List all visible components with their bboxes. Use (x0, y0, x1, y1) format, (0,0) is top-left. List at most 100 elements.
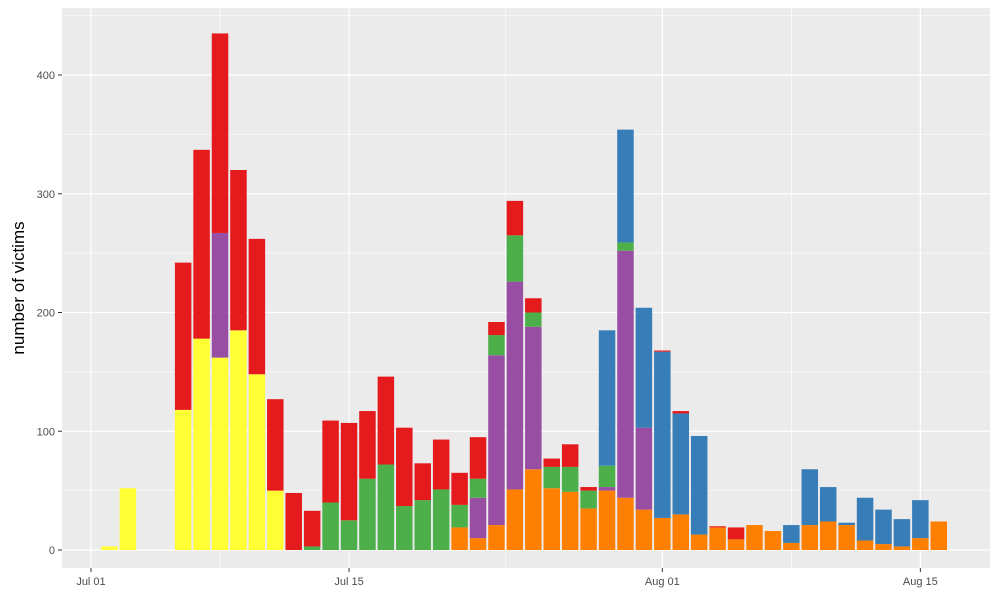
bar-segment-green (322, 502, 339, 550)
bar-segment-red (469, 437, 487, 479)
bar-segment-purple (617, 250, 634, 498)
bar-segment-blue (598, 330, 616, 466)
bar-segment-red (580, 487, 597, 491)
y-tick-label: 400 (37, 70, 55, 82)
bar-segment-purple (469, 497, 487, 539)
bar-segment-red (488, 322, 505, 336)
bar-segment-yellow (119, 488, 137, 550)
bar-segment-orange (856, 540, 874, 550)
bar-segment-orange (746, 525, 763, 550)
bar-segment-green (561, 466, 579, 492)
bar-segment-orange (912, 538, 929, 550)
bar-segment-red (230, 170, 247, 331)
bar-segment-red (193, 149, 210, 339)
x-tick-label: Jul 15 (334, 576, 363, 588)
bar-segment-red (211, 33, 229, 233)
bar-segment-orange (451, 527, 468, 550)
bar-segment-red (451, 472, 468, 505)
y-tick-label: 300 (37, 189, 55, 201)
bar-segment-green (396, 506, 413, 550)
bar-segment-purple (635, 427, 653, 510)
bar-segment-red (432, 439, 450, 490)
bar-segment-purple (211, 232, 229, 358)
bar-segment-green (543, 466, 560, 489)
bar-segment-orange (598, 490, 616, 550)
y-tick-label: 100 (37, 426, 55, 438)
y-axis-label: number of victims (9, 221, 28, 354)
bar-segment-green (506, 235, 524, 282)
bar-segment-orange (930, 521, 948, 550)
y-tick-label: 0 (49, 545, 55, 557)
bar-segment-blue (617, 129, 634, 243)
x-tick-label: Aug 01 (645, 576, 680, 588)
bar-segment-green (617, 242, 634, 251)
bar-segment-red (359, 411, 376, 479)
bar-segment-green (469, 478, 487, 498)
bar-segment-orange (875, 544, 892, 550)
bar-segment-green (432, 489, 450, 550)
bar-segment-blue (801, 469, 819, 526)
bar-segment-orange (672, 514, 690, 550)
bar-segment-red (377, 376, 395, 465)
bar-segment-yellow (193, 338, 210, 550)
bar-segment-yellow (230, 330, 247, 550)
bar-segment-orange (617, 497, 634, 550)
bar-segment-green (303, 546, 321, 550)
bar-segment-orange (635, 509, 653, 550)
bar-segment-green (580, 490, 597, 509)
bar-segment-red (709, 526, 726, 528)
bar-segment-green (488, 335, 505, 356)
bar-segment-blue (838, 522, 855, 526)
bar-segment-red (561, 444, 579, 467)
bar-segment-red (322, 420, 339, 503)
bar-segment-yellow (174, 409, 192, 550)
bar-segment-orange (654, 517, 671, 550)
bar-segment-orange (561, 491, 579, 550)
bar-segment-orange (525, 469, 542, 550)
bar-segment-blue (690, 436, 708, 535)
bar-segment-yellow (211, 357, 229, 550)
bar-segment-red (248, 238, 266, 375)
bar-segment-orange (893, 546, 911, 550)
bar-segment-orange (783, 542, 800, 550)
bar-segment-green (525, 312, 542, 327)
bar-segment-red (267, 399, 284, 491)
bar-segment-red (525, 298, 542, 313)
bar-segment-orange (709, 527, 726, 550)
bar-segment-blue (893, 519, 911, 547)
bar-segment-blue (856, 497, 874, 541)
bars (101, 33, 948, 550)
bar-segment-orange (819, 521, 837, 550)
bar-segment-green (377, 464, 395, 550)
bar-segment-orange (838, 525, 855, 550)
bar-segment-orange (543, 488, 560, 550)
bar-segment-red (303, 510, 321, 547)
bar-segment-red (414, 463, 431, 501)
bar-segment-red (727, 527, 745, 540)
bar-segment-red (285, 493, 302, 550)
bar-segment-red (654, 350, 671, 352)
bar-segment-orange (469, 538, 487, 550)
bar-segment-blue (875, 509, 892, 545)
bar-segment-purple (598, 487, 616, 491)
bar-segment-blue (783, 525, 800, 543)
bar-segment-red (396, 427, 413, 507)
bar-segment-red (543, 458, 560, 467)
bar-segment-yellow (267, 490, 284, 550)
bar-segment-yellow (101, 546, 118, 550)
bar-segment-orange (801, 525, 819, 550)
bar-segment-blue (672, 413, 690, 515)
bar-segment-purple (488, 355, 505, 526)
bar-segment-purple (525, 326, 542, 470)
bar-segment-green (359, 478, 376, 550)
bar-segment-orange (580, 508, 597, 550)
bar-segment-green (451, 504, 468, 528)
bar-segment-blue (819, 487, 837, 522)
bar-segment-purple (506, 281, 524, 490)
bar-segment-orange (690, 534, 708, 550)
bar-segment-green (340, 520, 358, 550)
bar-segment-blue (654, 351, 671, 518)
bar-segment-green (598, 465, 616, 488)
x-tick-label: Aug 15 (903, 576, 938, 588)
bar-segment-orange (764, 531, 782, 550)
